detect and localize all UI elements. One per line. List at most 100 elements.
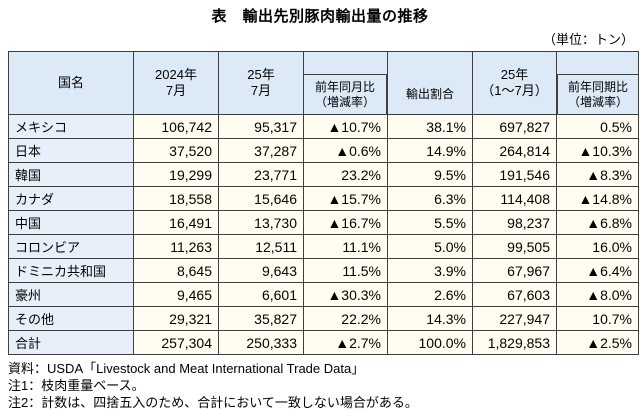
header-yoy-cumulative: 前年同期比 （増減率） (556, 51, 639, 115)
header-yoy-month-label: 前年同月比 （増減率） (314, 79, 375, 109)
footnote-note2: 注2：計数は、四捨五入のため、合計において一致しない場合がある。 (8, 394, 418, 410)
cumulative_2025-cell: 1,829,853 (472, 330, 557, 355)
yoy_cumulative-cell: ▲6.4% (556, 258, 639, 283)
footnote-note1: 注1：枝肉重量ベース。 (8, 377, 145, 393)
month_2025-cell: 95,317 (218, 114, 304, 139)
cumulative_2025-cell: 114,408 (472, 186, 557, 211)
month_2025-cell: 37,287 (218, 138, 304, 163)
country-cell: コロンビア (8, 234, 134, 259)
table-row: 中国 16,491 13,730 ▲16.7% 5.5% 98,237 ▲6.8% (8, 210, 639, 235)
yoy_cumulative-cell: ▲2.5% (556, 330, 639, 355)
cumulative_2025-cell: 67,967 (472, 258, 557, 283)
month_2025-cell: 15,646 (218, 186, 304, 211)
table-row: ドミニカ共和国 8,645 9,643 11.5% 3.9% 67,967 ▲6.4% (8, 258, 639, 283)
yoy_cumulative-cell: ▲8.3% (556, 162, 639, 187)
cumulative_2025-cell: 264,814 (472, 138, 557, 163)
header-row: 国名 2024年 7月 25年 7月 前年同月比 （増減率） 輸出割合 (8, 51, 639, 115)
yoy_cumulative-cell: 10.7% (556, 306, 639, 331)
month_2024-cell: 9,465 (133, 282, 219, 307)
header-export-share: 輸出割合 (387, 51, 473, 115)
header-yoy-month: 前年同月比 （増減率） (303, 51, 388, 115)
cumulative_2025-cell: 191,546 (472, 162, 557, 187)
country-cell: その他 (8, 306, 134, 331)
country-cell: 合計 (8, 330, 134, 355)
unit-label: （単位：トン） (542, 32, 634, 47)
footnote-source: 資料：USDA「Livestock and Meat International… (8, 361, 365, 376)
country-cell: カナダ (8, 186, 134, 211)
header-country: 国名 (8, 51, 134, 115)
header-2025-cumulative: 25年 （1～7月） (472, 51, 557, 115)
table-row: メキシコ 106,742 95,317 ▲10.7% 38.1% 697,827 0.5% (8, 114, 639, 139)
month_2024-cell: 16,491 (133, 210, 219, 235)
header-export-share-box: 輸出割合 (388, 75, 472, 114)
yoy_month-cell: ▲10.7% (303, 114, 388, 139)
yoy_month-cell: 22.2% (303, 306, 388, 331)
header-2025-july: 25年 7月 (218, 51, 304, 115)
month_2025-cell: 13,730 (218, 210, 304, 235)
footnotes: 資料：USDA「Livestock and Meat International… (8, 361, 640, 411)
yoy_month-cell: ▲0.6% (303, 138, 388, 163)
share-cell: 14.3% (387, 306, 473, 331)
header-export-share-label: 輸出割合 (405, 87, 454, 101)
yoy_month-cell: ▲16.7% (303, 210, 388, 235)
cumulative_2025-cell: 697,827 (472, 114, 557, 139)
cumulative_2025-cell: 227,947 (472, 306, 557, 331)
month_2024-cell: 11,263 (133, 234, 219, 259)
table-header: 国名 2024年 7月 25年 7月 前年同月比 （増減率） 輸出割合 (8, 51, 639, 115)
share-cell: 5.0% (387, 234, 473, 259)
month_2024-cell: 19,299 (133, 162, 219, 187)
share-cell: 6.3% (387, 186, 473, 211)
share-cell: 2.6% (387, 282, 473, 307)
table-row: 日本 37,520 37,287 ▲0.6% 14.9% 264,814 ▲10.3% (8, 138, 639, 163)
yoy_cumulative-cell: 0.5% (556, 114, 639, 139)
month_2025-cell: 6,601 (218, 282, 304, 307)
header-2024-july-label: 2024年 7月 (155, 66, 197, 98)
cumulative_2025-cell: 67,603 (472, 282, 557, 307)
table-body: メキシコ 106,742 95,317 ▲10.7% 38.1% 697,827 0.5% 日… (8, 114, 639, 355)
month_2025-cell: 250,333 (218, 330, 304, 355)
month_2025-cell: 23,771 (218, 162, 304, 187)
yoy_cumulative-cell: 16.0% (556, 234, 639, 259)
page-title: 表 輸出先別豚肉輸出量の推移 (211, 8, 429, 25)
header-2025-july-label: 25年 7月 (247, 66, 275, 98)
yoy_cumulative-cell: ▲14.8% (556, 186, 639, 211)
share-cell: 38.1% (387, 114, 473, 139)
country-cell: メキシコ (8, 114, 134, 139)
month_2025-cell: 9,643 (218, 258, 304, 283)
yoy_month-cell: 23.2% (303, 162, 388, 187)
table-row: 豪州 9,465 6,601 ▲30.3% 2.6% 67,603 ▲8.0% (8, 282, 639, 307)
table-row-total: 合計 257,304 250,333 ▲2.7% 100.0% 1,829,853 ▲2.5… (8, 330, 639, 355)
share-cell: 5.5% (387, 210, 473, 235)
month_2024-cell: 37,520 (133, 138, 219, 163)
yoy_month-cell: ▲30.3% (303, 282, 388, 307)
month_2024-cell: 257,304 (133, 330, 219, 355)
month_2024-cell: 18,558 (133, 186, 219, 211)
country-cell: 日本 (8, 138, 134, 163)
header-2025-cumulative-label: 25年 （1～7月） (481, 66, 548, 98)
table-row: 韓国 19,299 23,771 23.2% 9.5% 191,546 ▲8.3% (8, 162, 639, 187)
share-cell: 3.9% (387, 258, 473, 283)
pork-export-table: 国名 2024年 7月 25年 7月 前年同月比 （増減率） 輸出割合 (8, 51, 639, 355)
yoy_month-cell: ▲15.7% (303, 186, 388, 211)
yoy_cumulative-cell: ▲6.8% (556, 210, 639, 235)
month_2024-cell: 106,742 (133, 114, 219, 139)
month_2024-cell: 29,321 (133, 306, 219, 331)
table-row: カナダ 18,558 15,646 ▲15.7% 6.3% 114,408 ▲14.8% (8, 186, 639, 211)
country-cell: 中国 (8, 210, 134, 235)
cumulative_2025-cell: 99,505 (472, 234, 557, 259)
table-row: コロンビア 11,263 12,511 11.1% 5.0% 99,505 16.0% (8, 234, 639, 259)
yoy_month-cell: 11.5% (303, 258, 388, 283)
header-country-label: 国名 (57, 74, 84, 90)
share-cell: 14.9% (387, 138, 473, 163)
month_2025-cell: 12,511 (218, 234, 304, 259)
yoy_cumulative-cell: ▲8.0% (556, 282, 639, 307)
country-cell: 豪州 (8, 282, 134, 307)
yoy_cumulative-cell: ▲10.3% (556, 138, 639, 163)
country-cell: 韓国 (8, 162, 134, 187)
share-cell: 100.0% (387, 330, 473, 355)
month_2024-cell: 8,645 (133, 258, 219, 283)
header-2024-july: 2024年 7月 (133, 51, 219, 115)
cumulative_2025-cell: 98,237 (472, 210, 557, 235)
yoy_month-cell: ▲2.7% (303, 330, 388, 355)
